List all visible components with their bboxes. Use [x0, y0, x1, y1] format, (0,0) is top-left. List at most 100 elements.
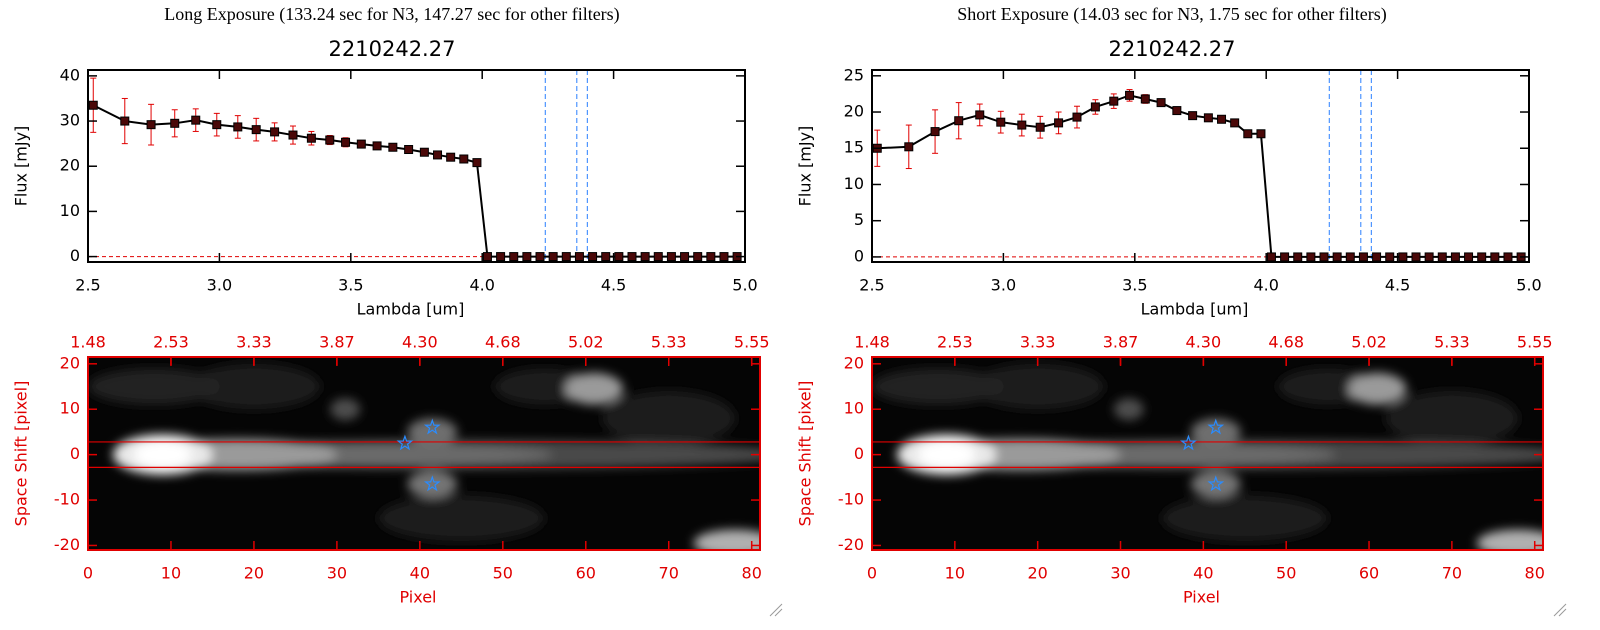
data-point: [1172, 106, 1182, 116]
data-point: [1411, 252, 1421, 262]
data-point: [1398, 252, 1408, 262]
x-axis-label: Pixel: [399, 588, 436, 607]
data-point: [975, 110, 985, 120]
data-point: [1424, 252, 1434, 262]
data-point: [680, 252, 690, 262]
data-point: [1358, 252, 1368, 262]
x-tick-label: 5.0: [732, 276, 757, 295]
chart-title: Short Exposure (14.03 sec for N3, 1.75 s…: [957, 4, 1386, 25]
data-point: [251, 125, 261, 135]
x-tick-label: 10: [945, 564, 965, 583]
y-tick-label: 40: [60, 65, 80, 84]
data-point: [1280, 252, 1290, 262]
x-tick-label: 3.5: [338, 276, 363, 295]
data-point: [482, 252, 492, 262]
x-axis-label: Pixel: [1183, 588, 1220, 607]
chart-subtitle: 2210242.27: [1109, 37, 1236, 61]
plot-frame: [871, 356, 1544, 551]
data-point: [341, 137, 351, 147]
chart-title: Long Exposure (133.24 sec for N3, 147.27…: [164, 4, 619, 25]
data-point: [306, 133, 316, 143]
data-point: [653, 252, 663, 262]
image-blob: [1476, 529, 1543, 550]
top-tick-label: 5.33: [651, 333, 687, 352]
y-tick-label: 20: [844, 102, 864, 121]
y-tick-label: 10: [60, 201, 80, 220]
spectral-image: [88, 357, 760, 550]
top-tick-label: 3.33: [236, 333, 272, 352]
data-point: [614, 252, 624, 262]
data-point: [270, 127, 280, 137]
image-blob: [602, 391, 736, 446]
data-point: [535, 252, 545, 262]
data-point: [1090, 102, 1100, 112]
spectral-image: [872, 357, 1543, 550]
data-point: [120, 116, 130, 126]
y-tick-label: 15: [844, 138, 864, 157]
image-blob: [187, 363, 321, 410]
image-blob: [407, 470, 458, 498]
data-point: [706, 252, 716, 262]
y-tick-label: 10: [60, 399, 80, 418]
data-point: [627, 252, 637, 262]
data-point: [693, 252, 703, 262]
data-point: [1306, 252, 1316, 262]
image-blob: [133, 441, 192, 469]
x-tick-label: 70: [659, 564, 679, 583]
y-tick-label: 0: [854, 246, 864, 265]
image-blob: [378, 495, 545, 541]
data-point: [1125, 90, 1135, 100]
image-blob: [971, 363, 1104, 410]
data-point: [601, 252, 611, 262]
data-point: [588, 252, 598, 262]
image-content: [88, 363, 760, 550]
image-blob: [1161, 495, 1328, 541]
y-tick-label: 0: [70, 444, 80, 463]
x-tick-label: 4.0: [469, 276, 494, 295]
plot-frame: [871, 69, 1530, 263]
y-tick-label: 25: [844, 65, 864, 84]
data-point: [1450, 252, 1460, 262]
y-axis-label: Flux [mJy]: [12, 126, 31, 207]
data-point: [1385, 252, 1395, 262]
x-tick-label: 2.5: [859, 276, 884, 295]
y-tick-label: 0: [854, 444, 864, 463]
data-point: [1345, 252, 1355, 262]
x-tick-label: 10: [161, 564, 181, 583]
data-point: [1203, 113, 1213, 123]
x-tick-label: 20: [1027, 564, 1047, 583]
image-blob: [1385, 391, 1519, 446]
image-blob: [1348, 372, 1407, 405]
image-blob: [872, 368, 1005, 405]
top-tick-label: 5.02: [1351, 333, 1387, 352]
data-point: [1072, 112, 1082, 122]
y-tick-label: -20: [54, 535, 80, 554]
chart-subtitle: 2210242.27: [329, 37, 456, 61]
data-point: [1054, 118, 1064, 128]
top-tick-label: 5.02: [568, 333, 604, 352]
top-tick-label: 5.55: [1517, 333, 1553, 352]
plot-frame: [87, 356, 761, 551]
top-tick-label: 3.33: [1020, 333, 1056, 352]
data-point: [170, 118, 180, 128]
y-tick-label: 0: [70, 246, 80, 265]
y-axis-label: Space Shift [pixel]: [796, 381, 815, 527]
x-tick-label: 60: [1359, 564, 1379, 583]
data-point: [404, 145, 414, 155]
data-point: [954, 116, 964, 126]
data-point: [509, 252, 519, 262]
data-point: [233, 122, 243, 132]
data-point: [904, 142, 914, 152]
image-blob: [1190, 418, 1241, 446]
data-point: [325, 135, 335, 145]
x-tick-label: 20: [244, 564, 264, 583]
y-tick-label: 10: [844, 399, 864, 418]
data-point: [496, 252, 506, 262]
data-point: [1256, 129, 1266, 139]
x-tick-label: 30: [327, 564, 347, 583]
data-point: [1490, 252, 1500, 262]
x-tick-label: 0: [867, 564, 877, 583]
x-tick-label: 70: [1442, 564, 1462, 583]
top-tick-label: 1.48: [854, 333, 890, 352]
